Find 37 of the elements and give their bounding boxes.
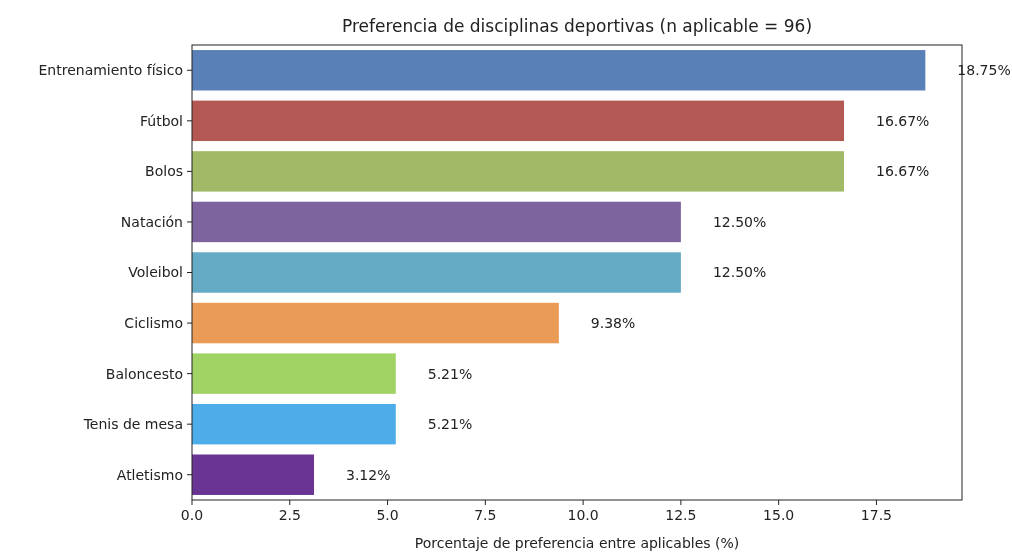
bar — [192, 201, 681, 243]
y-tick-label: Baloncesto — [105, 365, 183, 382]
y-tick-label: Entrenamiento físico — [38, 62, 183, 79]
bar — [192, 403, 396, 445]
data-label: 16.67% — [875, 163, 930, 180]
bar — [192, 302, 559, 344]
y-tick-label: Bolos — [145, 163, 183, 180]
bar — [192, 100, 844, 142]
data-label: 12.50% — [712, 264, 767, 281]
bar — [192, 353, 396, 394]
y-tick-label: Tenis de mesa — [82, 416, 183, 433]
data-label: 12.50% — [712, 213, 767, 230]
data-label: 16.67% — [875, 112, 930, 129]
x-tick-label: 5.0 — [376, 507, 399, 523]
data-label: 3.12% — [346, 466, 391, 483]
bar — [192, 50, 926, 91]
x-tick-label: 12.5 — [665, 507, 697, 523]
bar — [192, 151, 844, 192]
x-tick-label: 10.0 — [567, 507, 599, 523]
y-tick-label: Fútbol — [140, 112, 183, 129]
data-label: 18.75% — [957, 62, 1011, 79]
x-tick-label: 2.5 — [278, 507, 301, 523]
data-label: 9.38% — [590, 314, 636, 331]
x-tick-label: 0.0 — [180, 507, 204, 523]
x-tick-label: 17.5 — [860, 507, 893, 523]
x-axis-title: Porcentaje de preferencia entre aplicables (%) — [414, 535, 740, 551]
x-tick-label: 15.0 — [763, 507, 795, 523]
y-tick-label: Ciclismo — [124, 314, 183, 331]
y-tick-label: Natación — [120, 213, 183, 230]
y-tick-label: Atletismo — [116, 466, 183, 483]
chart-title: Preferencia de disciplinas deportivas (n aplicable = 96) — [341, 16, 813, 36]
data-label: 5.21% — [427, 365, 473, 382]
bar — [192, 454, 315, 495]
y-tick-label: Voleibol — [128, 264, 183, 281]
data-label: 5.21% — [427, 416, 473, 433]
x-tick-label: 7.5 — [474, 507, 497, 523]
bar — [192, 252, 681, 293]
